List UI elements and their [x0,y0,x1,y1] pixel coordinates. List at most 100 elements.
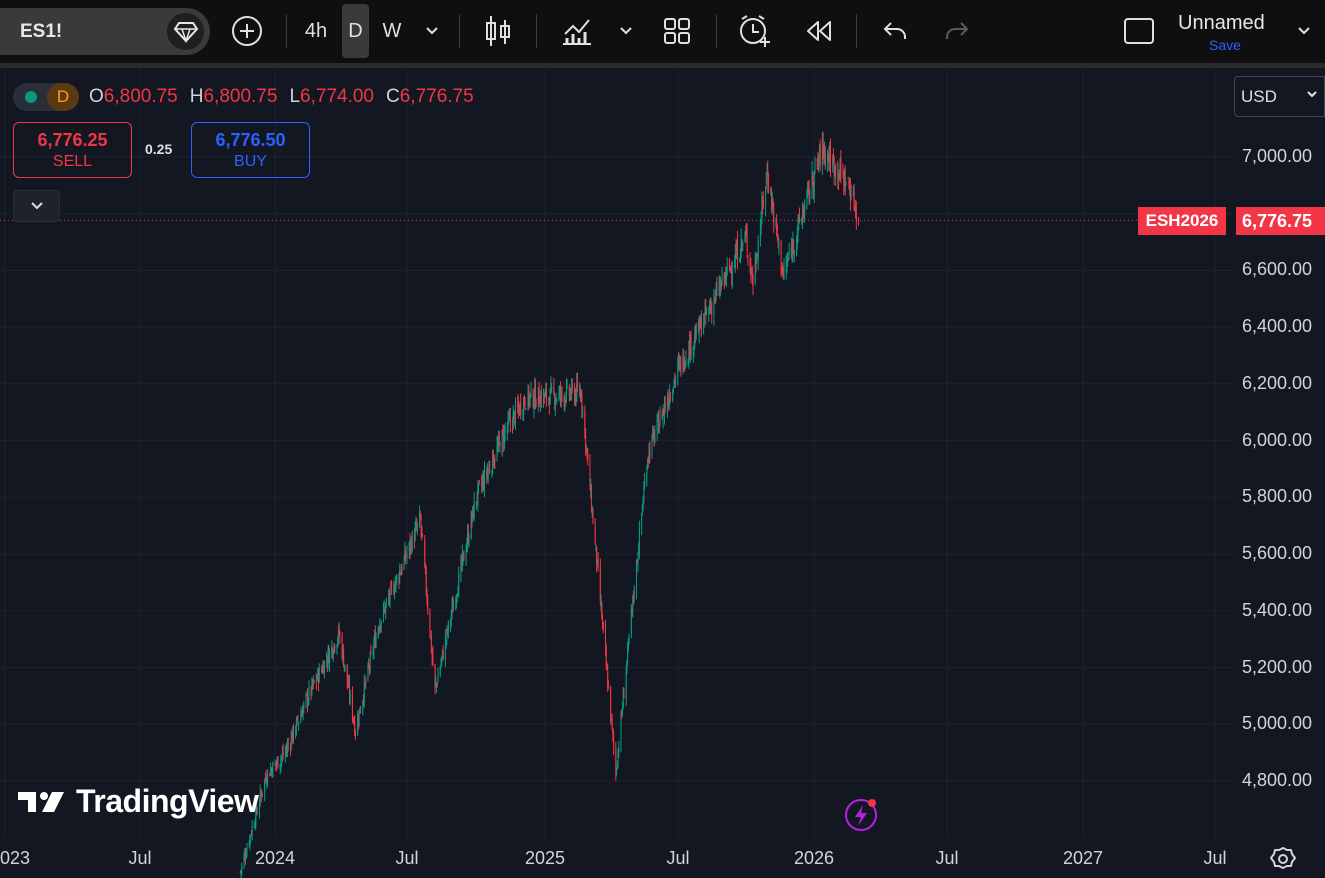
redo-icon[interactable] [940,12,974,50]
candle-body [478,482,480,486]
candle-body [726,266,728,268]
candle-body [285,749,287,751]
candle-body [798,215,800,222]
candle-body [509,416,511,418]
candle-body [251,826,253,836]
candle-body [755,258,757,266]
candle-body [347,681,349,688]
time-scale-label: 2026 [793,848,835,868]
alert-clock-icon[interactable] [737,12,773,50]
candles-icon[interactable] [482,12,514,50]
candlestick-series [239,131,860,878]
candle-body [284,752,286,755]
candle-body [644,481,646,489]
candle-body [787,259,789,263]
candle-body [664,403,666,415]
candle-body [616,769,618,772]
candle-body [636,560,638,565]
candle-body [472,506,474,518]
candle-body [804,204,806,214]
candle-body [267,770,269,781]
candle-body [527,387,529,409]
candle-body [673,380,675,384]
candle-body [828,156,830,165]
collapse-legend-button[interactable] [13,190,60,222]
buy-button[interactable]: 6,776.50 BUY [191,122,310,178]
undo-icon[interactable] [878,12,912,50]
candle-body [269,773,271,777]
candle-body [803,213,805,216]
layout-name[interactable]: Unnamed [1178,12,1265,34]
candle-body [844,175,846,189]
candle-body [656,418,658,432]
candle-body [394,583,396,592]
candle-body [807,182,809,186]
chevron-down-icon[interactable] [420,12,444,50]
interval-4h-button[interactable]: 4h [304,19,328,42]
candle-body [561,389,563,396]
candle-body [672,387,674,393]
candle-body [362,700,364,712]
chevron-down-icon[interactable] [1292,12,1316,50]
candle-body [718,285,720,294]
candle-body [692,347,694,354]
candle-body [637,555,639,564]
layouts-icon[interactable] [660,12,694,50]
candle-body [735,249,737,258]
candle-body [367,664,369,681]
candle-body [849,187,851,189]
candle-body [486,472,488,479]
gem-icon[interactable] [167,13,204,50]
candle-body [518,407,520,415]
save-link[interactable]: Save [1209,37,1241,53]
candle-body [508,418,510,420]
replay-icon[interactable] [802,12,836,50]
candle-body [558,392,560,400]
interval-w-button[interactable]: W [382,19,402,42]
candle-body [331,646,333,653]
currency-select[interactable]: USD [1234,76,1325,117]
candle-body [341,635,343,659]
candle-body [829,149,831,166]
candle-body [472,506,474,518]
sell-price: 6,776.25 [37,129,108,150]
lightning-alert-icon[interactable] [844,798,878,832]
symbol-search-button[interactable]: ES1! [0,8,210,55]
candle-body [612,728,614,736]
chart-grid [0,68,1232,838]
candle-body [548,401,550,407]
candle-body [700,317,702,327]
candle-body [382,605,384,619]
add-symbol-icon[interactable] [228,12,266,50]
candle-body [724,273,726,282]
candle-body [416,523,418,528]
candle-body [265,777,267,782]
candle-body [411,533,413,551]
fullscreen-icon[interactable] [1120,12,1158,50]
candle-body [478,481,480,483]
candle-body [509,415,511,423]
candle-body [394,591,396,593]
price-chart[interactable] [0,68,1325,878]
market-status[interactable]: D [13,83,79,111]
indicators-icon[interactable] [560,12,594,50]
candle-body [379,626,381,628]
candle-body [847,177,849,180]
candle-body [725,267,727,277]
candle-body [647,459,649,470]
interval-d-button[interactable]: D [342,4,369,58]
candle-body [430,634,432,652]
open-label: O [89,86,104,107]
settings-gear-icon[interactable] [1270,846,1296,872]
candle-body [554,400,556,407]
candle-body [790,248,792,256]
chevron-down-icon[interactable] [614,12,638,50]
price-scale-label: 4,800.00 [1242,770,1313,790]
tradingview-logo[interactable]: TradingView [16,783,259,820]
candle-body [357,720,359,723]
candle-body [390,583,392,585]
candle-body [395,576,397,586]
sell-button[interactable]: 6,776.25 SELL [13,122,132,178]
candle-body [785,266,787,269]
candle-body [553,386,555,393]
